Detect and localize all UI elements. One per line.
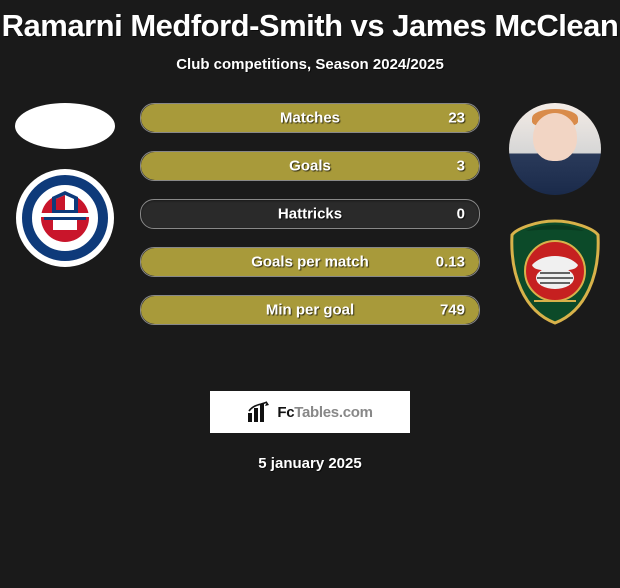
stat-label: Min per goal — [266, 302, 354, 319]
stat-bar: Goals per match 0.13 — [140, 247, 480, 277]
stat-value-right: 23 — [448, 110, 465, 127]
fctables-icon — [247, 401, 271, 423]
stat-bar: Matches 23 — [140, 103, 480, 133]
player1-club-crest — [16, 169, 114, 267]
fctables-label: FcTables.com — [277, 404, 372, 421]
player1-avatar-placeholder — [15, 103, 115, 149]
stat-bars: Matches 23 Goals 3 Hattricks 0 Goals per match… — [140, 103, 480, 325]
page-title: Ramarni Medford-Smith vs James McClean — [0, 8, 620, 44]
date: 5 january 2025 — [0, 455, 620, 472]
left-column — [10, 103, 120, 267]
stat-value-right: 0.13 — [436, 254, 465, 271]
stat-label: Matches — [280, 110, 340, 127]
stat-label: Goals per match — [251, 254, 369, 271]
comparison-area: Matches 23 Goals 3 Hattricks 0 Goals per match… — [0, 103, 620, 363]
stat-value-right: 749 — [440, 302, 465, 319]
stat-value-right: 0 — [457, 206, 465, 223]
stat-bar: Hattricks 0 — [140, 199, 480, 229]
player2-avatar — [509, 103, 601, 195]
subtitle: Club competitions, Season 2024/2025 — [0, 56, 620, 73]
fctables-badge: FcTables.com — [210, 391, 410, 433]
stat-value-right: 3 — [457, 158, 465, 175]
stat-bar: Goals 3 — [140, 151, 480, 181]
right-column — [500, 103, 610, 327]
stat-label: Hattricks — [278, 206, 342, 223]
player2-club-crest — [504, 215, 606, 327]
stat-bar: Min per goal 749 — [140, 295, 480, 325]
stat-label: Goals — [289, 158, 331, 175]
